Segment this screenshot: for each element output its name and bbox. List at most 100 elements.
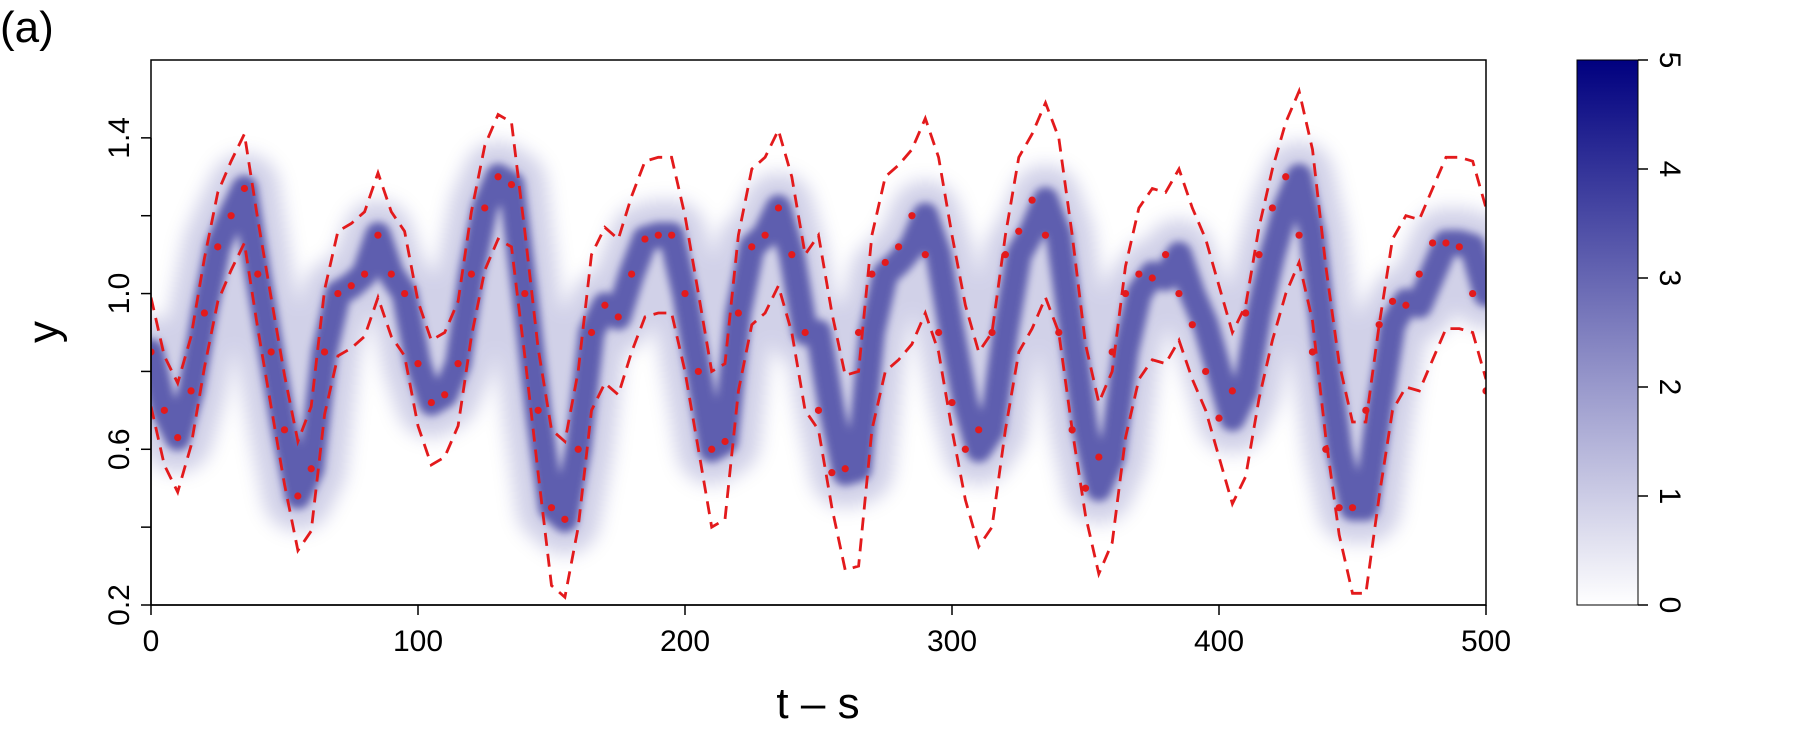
- observed-point: [561, 515, 569, 523]
- y-tick-label: 0.2: [103, 584, 136, 626]
- observed-point: [414, 360, 422, 368]
- observed-point: [614, 313, 622, 321]
- observed-point: [294, 492, 302, 500]
- observed-point: [975, 426, 983, 434]
- observed-point: [200, 309, 208, 317]
- observed-point: [761, 231, 769, 239]
- observed-point: [254, 270, 262, 278]
- observed-point: [481, 204, 489, 212]
- observed-point: [694, 367, 702, 376]
- observed-point: [988, 328, 996, 337]
- observed-point: [361, 270, 369, 278]
- upper-band-line: [151, 86, 1486, 447]
- observed-point: [494, 173, 502, 181]
- x-tick-label: 100: [393, 625, 443, 658]
- observed-point: [507, 180, 516, 189]
- observed-point: [174, 434, 182, 442]
- observed-point: [708, 445, 716, 453]
- observed-point: [1041, 231, 1050, 239]
- observed-point: [160, 406, 168, 414]
- observed-point: [1001, 251, 1010, 259]
- observed-point: [267, 348, 275, 356]
- x-tick-label: 300: [927, 625, 977, 658]
- observed-point: [1095, 453, 1103, 461]
- observed-point: [1375, 321, 1383, 329]
- observed-point: [214, 243, 222, 251]
- observed-point: [1121, 289, 1130, 298]
- observed-point: [1295, 231, 1303, 239]
- x-tick-label: 400: [1194, 625, 1244, 658]
- observed-point: [628, 270, 636, 278]
- observed-point: [828, 469, 836, 477]
- observed-point: [1015, 227, 1023, 235]
- observed-point: [774, 204, 783, 212]
- observed-point: [1322, 445, 1330, 453]
- observed-point: [1228, 387, 1236, 395]
- observed-point: [1388, 297, 1397, 305]
- observed-point: [347, 282, 355, 290]
- density-core: [151, 163, 1486, 533]
- observed-point: [1442, 239, 1450, 247]
- observed-point: [1242, 309, 1250, 317]
- observed-point: [801, 328, 809, 337]
- observed-point: [587, 328, 596, 337]
- observed-point: [1308, 348, 1317, 356]
- observed-point: [1175, 289, 1183, 298]
- observed-point: [641, 235, 649, 243]
- x-tick-label: 0: [143, 625, 160, 658]
- observed-point: [1162, 251, 1170, 259]
- observed-point: [1402, 301, 1410, 309]
- x-tick-label: 500: [1461, 625, 1511, 658]
- observed-point: [1455, 243, 1463, 251]
- observed-point: [1108, 348, 1116, 356]
- observed-point: [1068, 426, 1076, 434]
- observed-point: [1148, 274, 1156, 282]
- observed-point: [788, 251, 796, 259]
- observed-point: [854, 328, 863, 337]
- observed-point: [574, 445, 582, 453]
- observed-point: [1282, 173, 1290, 181]
- colorbar-tick-label: 0: [1653, 597, 1686, 614]
- observed-point: [1188, 321, 1196, 329]
- observed-point: [908, 212, 916, 220]
- observed-point: [1335, 504, 1343, 512]
- observed-point: [681, 289, 689, 298]
- observed-point: [401, 289, 409, 298]
- observed-point: [1202, 367, 1210, 376]
- observed-point: [1215, 414, 1223, 422]
- observed-point: [427, 398, 435, 407]
- observed-point: [187, 387, 195, 395]
- observed-point: [387, 270, 395, 278]
- plot-area: [151, 86, 1486, 600]
- observed-point: [547, 504, 556, 512]
- observed-point: [734, 309, 743, 317]
- x-axis-label: t – s: [776, 679, 859, 728]
- observed-point: [1362, 406, 1370, 414]
- observed-point: [240, 184, 249, 193]
- y-axis-label: y: [19, 321, 68, 343]
- observed-point: [868, 270, 876, 278]
- panel-label: (a): [0, 3, 54, 52]
- observed-point: [961, 445, 969, 453]
- observed-point: [895, 243, 903, 251]
- observed-point: [814, 406, 823, 414]
- observed-point: [227, 212, 235, 220]
- observed-point: [1268, 204, 1276, 212]
- x-tick-label: 200: [660, 625, 710, 658]
- observed-point: [721, 437, 729, 446]
- observed-point: [467, 270, 475, 278]
- observed-point: [1135, 270, 1143, 278]
- observed-point: [921, 251, 929, 259]
- observed-point: [1055, 328, 1063, 337]
- observed-point: [1028, 196, 1036, 204]
- observed-point: [534, 406, 542, 414]
- colorbar-tick-label: 3: [1653, 270, 1686, 287]
- y-tick-label: 1.0: [103, 273, 136, 315]
- colorbar-tick-label: 5: [1653, 52, 1686, 69]
- observed-point: [748, 243, 756, 251]
- observed-point: [1429, 239, 1437, 247]
- y-tick-label: 1.4: [103, 117, 136, 159]
- observed-point: [307, 465, 315, 473]
- observed-point: [441, 391, 449, 399]
